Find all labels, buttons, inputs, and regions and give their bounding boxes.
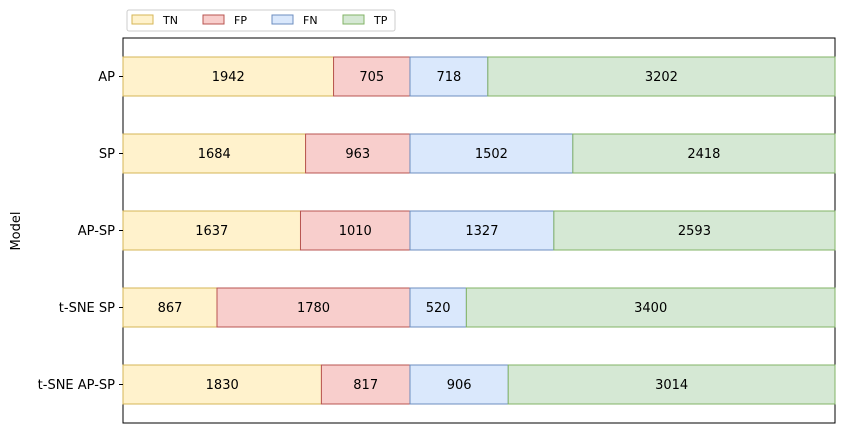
y-tick-label: SP xyxy=(99,147,115,162)
data-label: 906 xyxy=(447,378,472,393)
bar-t-sne-ap-sp-tp xyxy=(507,364,836,405)
bar-sp-fn xyxy=(409,133,574,174)
data-label: 1830 xyxy=(206,378,239,393)
data-label: 3014 xyxy=(655,378,688,393)
y-tick-label: AP xyxy=(98,70,115,85)
legend: TN FP FN TP xyxy=(126,9,396,32)
data-label: 1942 xyxy=(212,70,245,85)
data-label: 817 xyxy=(353,378,378,393)
data-label: 1637 xyxy=(195,224,228,239)
legend-label-fn: FN xyxy=(303,14,318,27)
data-label: 867 xyxy=(158,301,183,316)
bar-t-sne-sp-fn xyxy=(409,287,467,328)
legend-swatch-tn xyxy=(131,14,154,25)
legend-label-tn: TN xyxy=(162,14,178,27)
bar-sp-fp xyxy=(305,133,411,174)
bar-sp-tp xyxy=(572,133,836,174)
y-axis: AP SP AP-SP t-SNE SP t-SNE AP-SP xyxy=(38,70,123,393)
legend-label-fp: FP xyxy=(234,14,247,27)
data-label: 1010 xyxy=(339,224,372,239)
legend-swatch-tp xyxy=(342,14,365,25)
data-label: 718 xyxy=(436,70,461,85)
bar-t-sne-ap-sp-fn xyxy=(409,364,509,405)
legend-label-tp: TP xyxy=(373,14,388,27)
bars-group: 1942 705 718 3202 1684 963 1502 2418 1637 1010 132… xyxy=(122,56,836,405)
y-tick-label: AP-SP xyxy=(78,224,115,239)
data-label: 1502 xyxy=(475,147,508,162)
bar-ap-fp xyxy=(333,56,411,97)
legend-swatch-fn xyxy=(271,14,294,25)
bar-t-sne-sp-tp xyxy=(465,287,836,328)
bar-ap-tn xyxy=(122,56,335,97)
bar-ap-sp-tn xyxy=(122,210,301,251)
data-label: 2418 xyxy=(687,147,720,162)
data-label: 3400 xyxy=(634,301,667,316)
data-label: 1684 xyxy=(198,147,231,162)
legend-swatch-fp xyxy=(202,14,225,25)
legend-box xyxy=(126,9,396,32)
y-tick-label: t-SNE SP xyxy=(59,301,115,316)
bar-ap-sp-tp xyxy=(553,210,836,251)
data-label: 3202 xyxy=(645,70,678,85)
data-label: 520 xyxy=(426,301,451,316)
bar-ap-tp xyxy=(487,56,836,97)
data-label: 963 xyxy=(345,147,370,162)
data-label: 2593 xyxy=(678,224,711,239)
y-axis-label: Model xyxy=(9,211,24,250)
bar-t-sne-sp-tn xyxy=(122,287,218,328)
data-label: 1327 xyxy=(465,224,498,239)
data-label: 705 xyxy=(359,70,384,85)
bar-ap-sp-fn xyxy=(409,210,555,251)
y-tick-label: t-SNE AP-SP xyxy=(38,378,116,393)
bar-t-sne-ap-sp-fp xyxy=(320,364,411,405)
data-label: 1780 xyxy=(297,301,330,316)
